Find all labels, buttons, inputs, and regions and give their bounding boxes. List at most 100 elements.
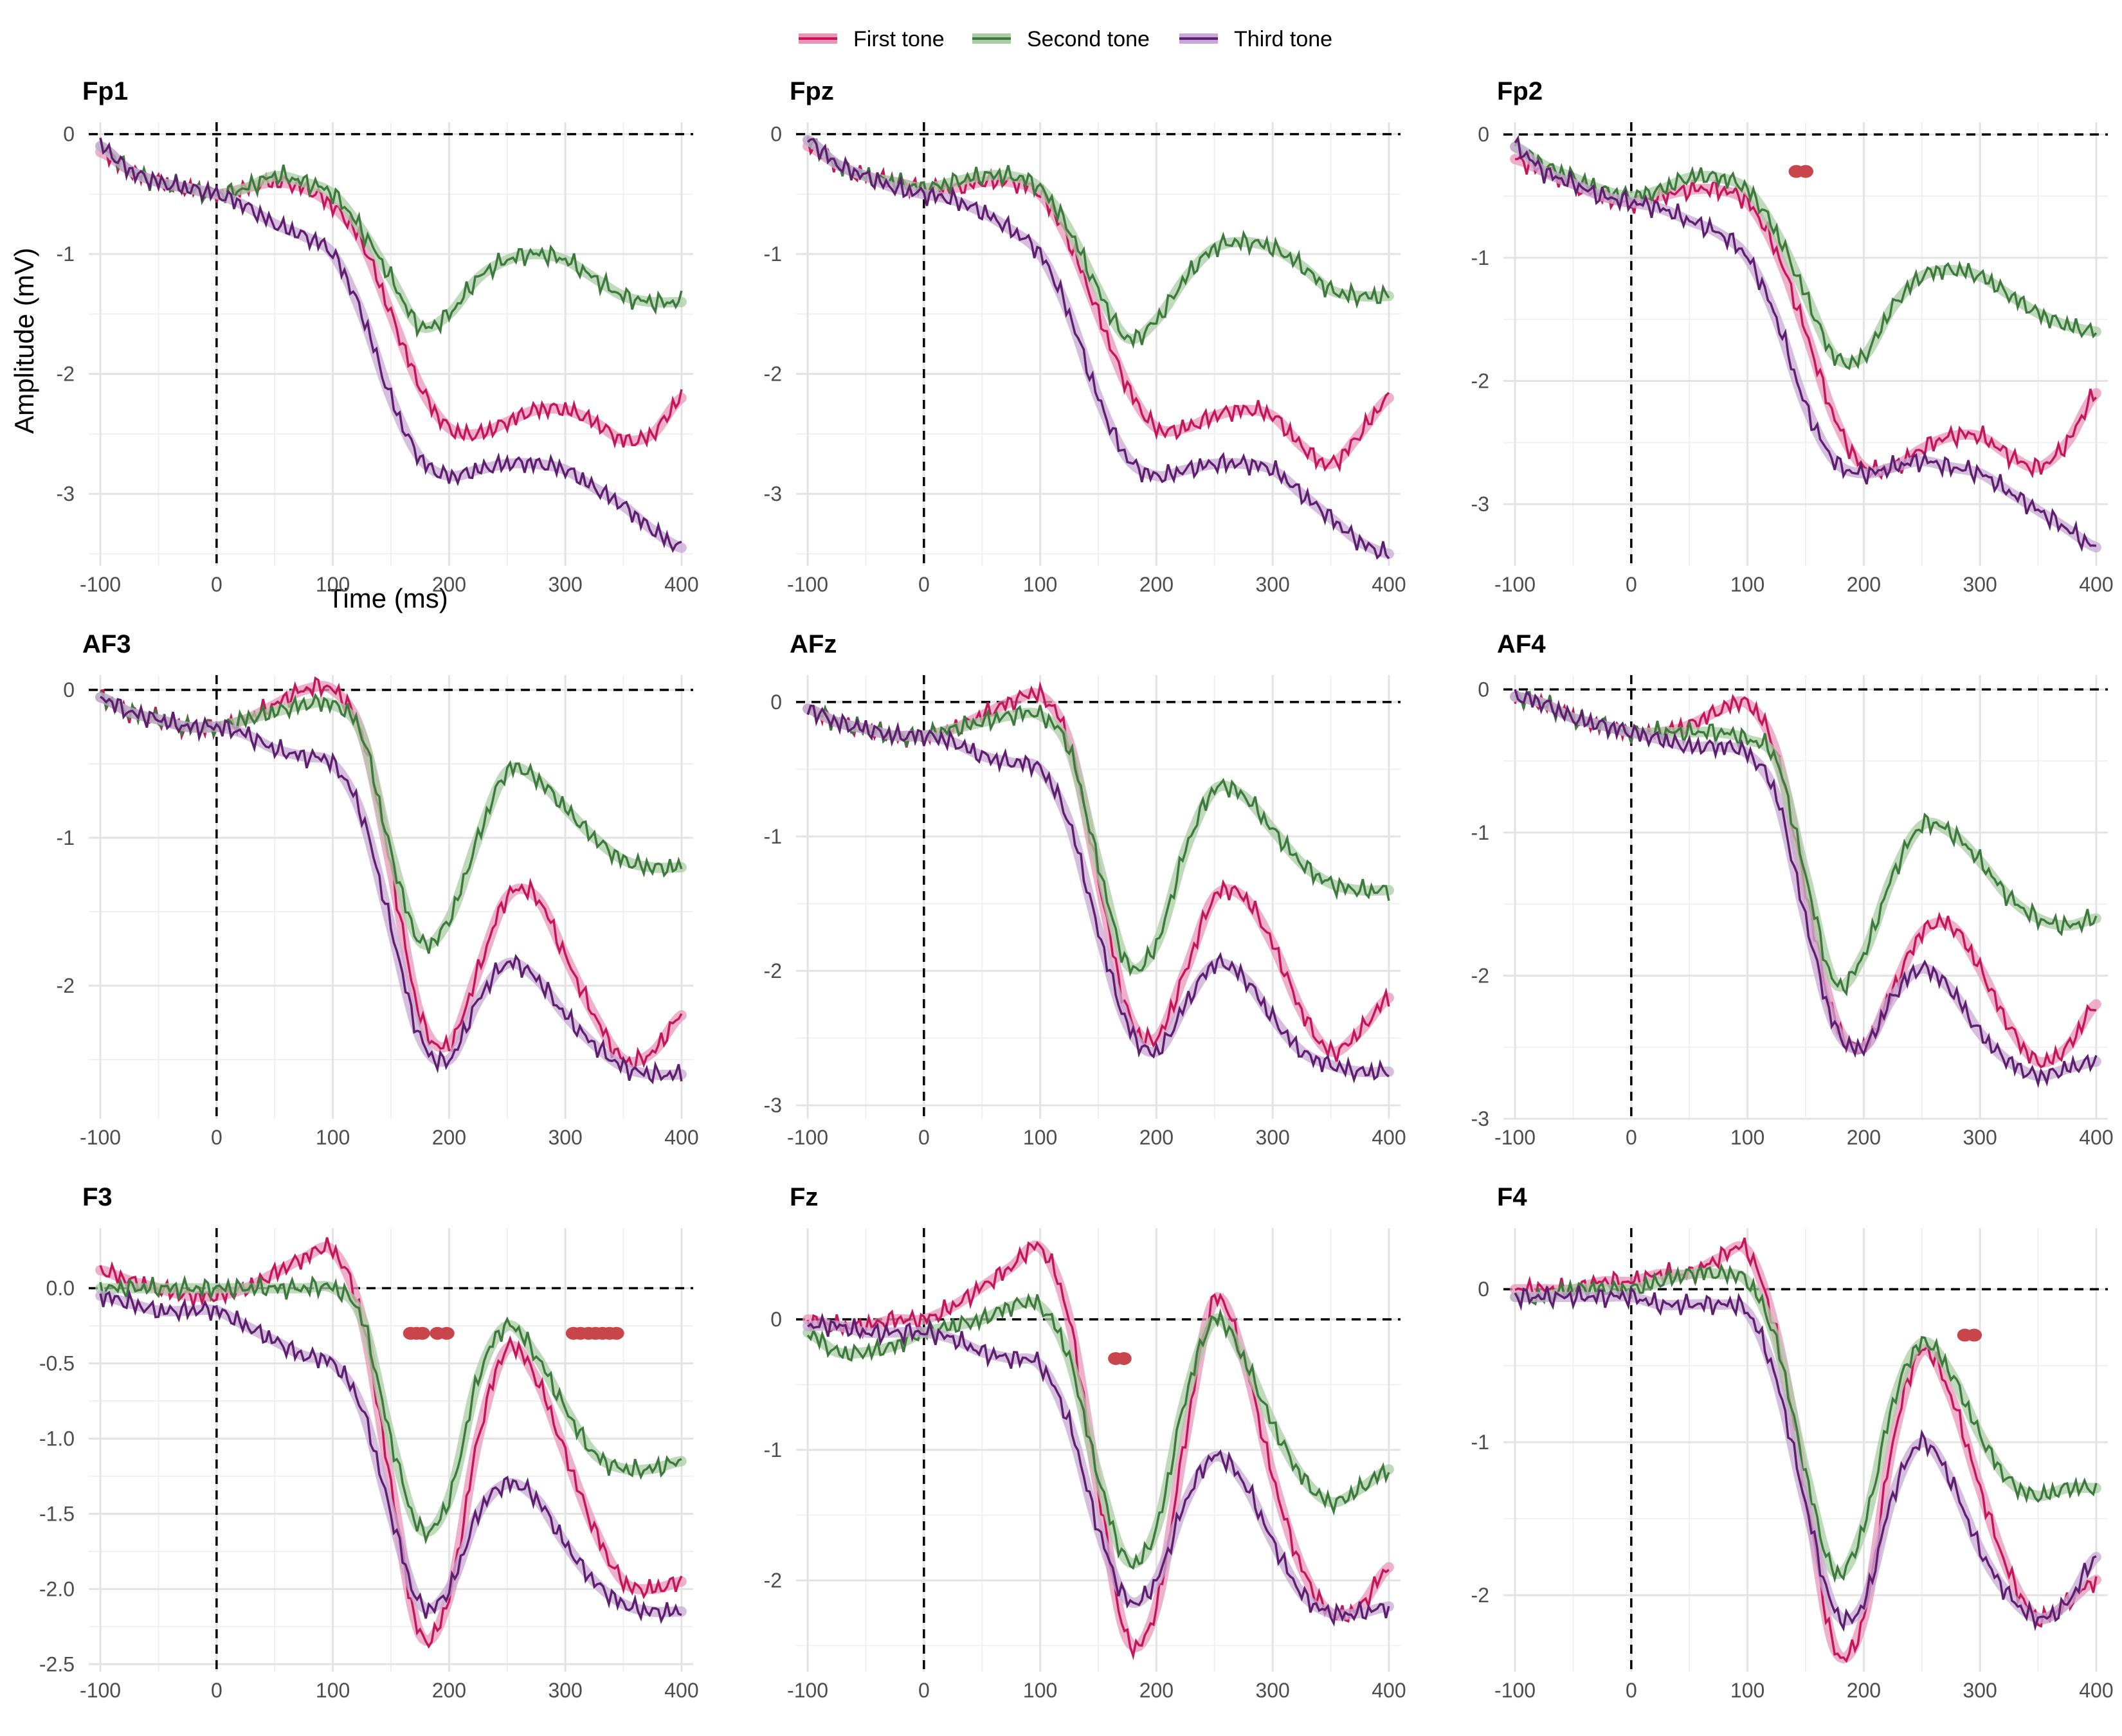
panel-title-afz: AFz	[790, 630, 837, 658]
panel-title-fp2: Fp2	[1497, 77, 1543, 105]
series-line-third-tone	[99, 137, 682, 553]
panel-title-af3: AF3	[82, 630, 131, 658]
x-tick-label: 200	[1847, 1679, 1881, 1702]
x-tick-label: 0	[918, 1679, 930, 1702]
panel-fpz: Fpz -100 0 100 200 300 400 0 -1 -2 -3	[764, 77, 1406, 596]
x-tick-label: -100	[787, 1679, 828, 1702]
x-tick-label: 400	[1372, 573, 1406, 596]
legend-item-first-tone: First tone	[799, 27, 945, 51]
x-tick-label: 300	[1963, 1679, 1997, 1702]
x-tick-label: 100	[1023, 1679, 1057, 1702]
x-tick-label: 300	[1963, 573, 1997, 596]
y-tick-label: -2	[1471, 1584, 1489, 1607]
legend: First tone Second tone Third tone	[799, 27, 1332, 51]
y-tick-label: -2	[57, 363, 75, 386]
y-tick-label: 0	[63, 678, 75, 701]
x-tick-label: 400	[2079, 1679, 2113, 1702]
x-tick-label: 200	[1847, 1126, 1881, 1149]
y-tick-label: -2	[1471, 370, 1489, 393]
series-line-third-tone	[1514, 689, 2098, 1089]
significance-marker	[1798, 165, 1813, 178]
legend-label-third-tone: Third tone	[1234, 27, 1332, 51]
panel-f3: F3 -100 0 100 200 300 400 0.0 -0.5 -1.0 -1.5 -2.0 -2…	[39, 1183, 699, 1702]
series-line-first-tone	[1514, 154, 2098, 480]
significance-marker	[1966, 1328, 1982, 1342]
panel-fp2: Fp2 -100 0 100 200 300 400 0 -1 -2 -3	[1471, 77, 2114, 596]
series-line-third-tone	[806, 138, 1390, 560]
y-tick-label: -2	[57, 974, 75, 997]
y-tick-label: -2	[764, 1569, 782, 1592]
y-tick-label: 0	[1478, 678, 1489, 701]
legend-label-first-tone: First tone	[853, 27, 945, 51]
panel-title-f4: F4	[1497, 1183, 1527, 1211]
significance-marker	[608, 1326, 624, 1340]
x-tick-label: 300	[548, 1679, 582, 1702]
x-tick-label: 200	[432, 1679, 466, 1702]
x-tick-label: 300	[1255, 573, 1289, 596]
panel-title-af4: AF4	[1497, 630, 1546, 658]
x-tick-label: 400	[2079, 1126, 2113, 1149]
panel-title-f3: F3	[82, 1183, 113, 1211]
panel-fp1: Fp1 -100 0 100 200 300 400 0 -1 -2 -3	[57, 77, 699, 596]
series-line-second-tone	[1514, 1262, 2098, 1584]
y-tick-label: -1	[57, 242, 75, 266]
y-tick-label: -0.5	[39, 1352, 75, 1375]
x-tick-label: 400	[664, 573, 698, 596]
y-tick-label: -1	[57, 826, 75, 849]
y-tick-label: -2.5	[39, 1652, 75, 1676]
panel-af4: AF4 -100 0 100 200 300 400 0 -1 -2 -3	[1471, 630, 2114, 1149]
x-tick-label: 300	[548, 573, 582, 596]
y-tick-label: -3	[764, 1094, 782, 1117]
x-tick-label: -100	[787, 1126, 828, 1149]
x-tick-label: 300	[1963, 1126, 1997, 1149]
y-tick-label: -2	[1471, 964, 1489, 987]
y-tick-label: -3	[1471, 1107, 1489, 1130]
x-tick-label: 100	[1730, 1126, 1764, 1149]
series-line-third-tone	[806, 1312, 1390, 1627]
y-tick-label: -2.0	[39, 1577, 75, 1600]
y-tick-label: -1.0	[39, 1427, 75, 1450]
x-tick-label: -100	[80, 573, 121, 596]
x-tick-label: -100	[1494, 1126, 1536, 1149]
panel-fz: Fz -100 0 100 200 300 400 0 -1 -2	[764, 1183, 1406, 1702]
x-tick-label: 200	[1139, 1126, 1174, 1149]
y-tick-label: -1	[764, 825, 782, 848]
x-tick-label: 400	[664, 1679, 698, 1702]
panel-af3: AF3 -100 0 100 200 300 400 0 -1 -2	[57, 630, 699, 1149]
x-tick-label: -100	[1494, 1679, 1536, 1702]
legend-item-second-tone: Second tone	[972, 27, 1150, 51]
x-tick-label: -100	[80, 1126, 121, 1149]
x-tick-label: 0	[1626, 1126, 1637, 1149]
x-tick-label: 0	[1626, 1679, 1637, 1702]
series-line-third-tone	[1514, 135, 2097, 552]
y-tick-label: -1	[764, 1438, 782, 1461]
significance-marker	[439, 1326, 455, 1340]
y-tick-label: -1	[764, 242, 782, 266]
x-tick-label: 200	[1847, 573, 1881, 596]
x-tick-label: 400	[2079, 573, 2113, 596]
y-tick-label: -1	[1471, 1431, 1489, 1454]
x-tick-label: 300	[548, 1126, 582, 1149]
x-tick-label: 100	[316, 573, 350, 596]
series-line-second-tone	[99, 1274, 682, 1545]
x-tick-label: 200	[432, 1126, 466, 1149]
panel-title-fp1: Fp1	[82, 77, 128, 105]
series-line-third-tone	[100, 696, 683, 1085]
x-tick-label: 0	[211, 1126, 222, 1149]
x-tick-label: 100	[316, 1679, 350, 1702]
y-tick-label: 0	[770, 691, 782, 714]
y-tick-label: 0.0	[46, 1277, 75, 1300]
series-line-third-tone	[1514, 1285, 2097, 1632]
y-tick-label: -1.5	[39, 1502, 75, 1525]
y-tick-label: 0	[1478, 123, 1489, 146]
legend-label-second-tone: Second tone	[1027, 27, 1150, 51]
x-tick-label: 0	[211, 1679, 222, 1702]
x-tick-label: 400	[664, 1126, 698, 1149]
x-tick-label: -100	[1494, 573, 1536, 596]
x-tick-label: 300	[1255, 1126, 1289, 1149]
y-tick-label: 0	[1478, 1278, 1489, 1301]
x-tick-label: 100	[1730, 1679, 1764, 1702]
significance-marker	[414, 1326, 430, 1340]
panel-f4: F4 -100 0 100 200 300 400 0 -1 -2	[1471, 1183, 2114, 1702]
